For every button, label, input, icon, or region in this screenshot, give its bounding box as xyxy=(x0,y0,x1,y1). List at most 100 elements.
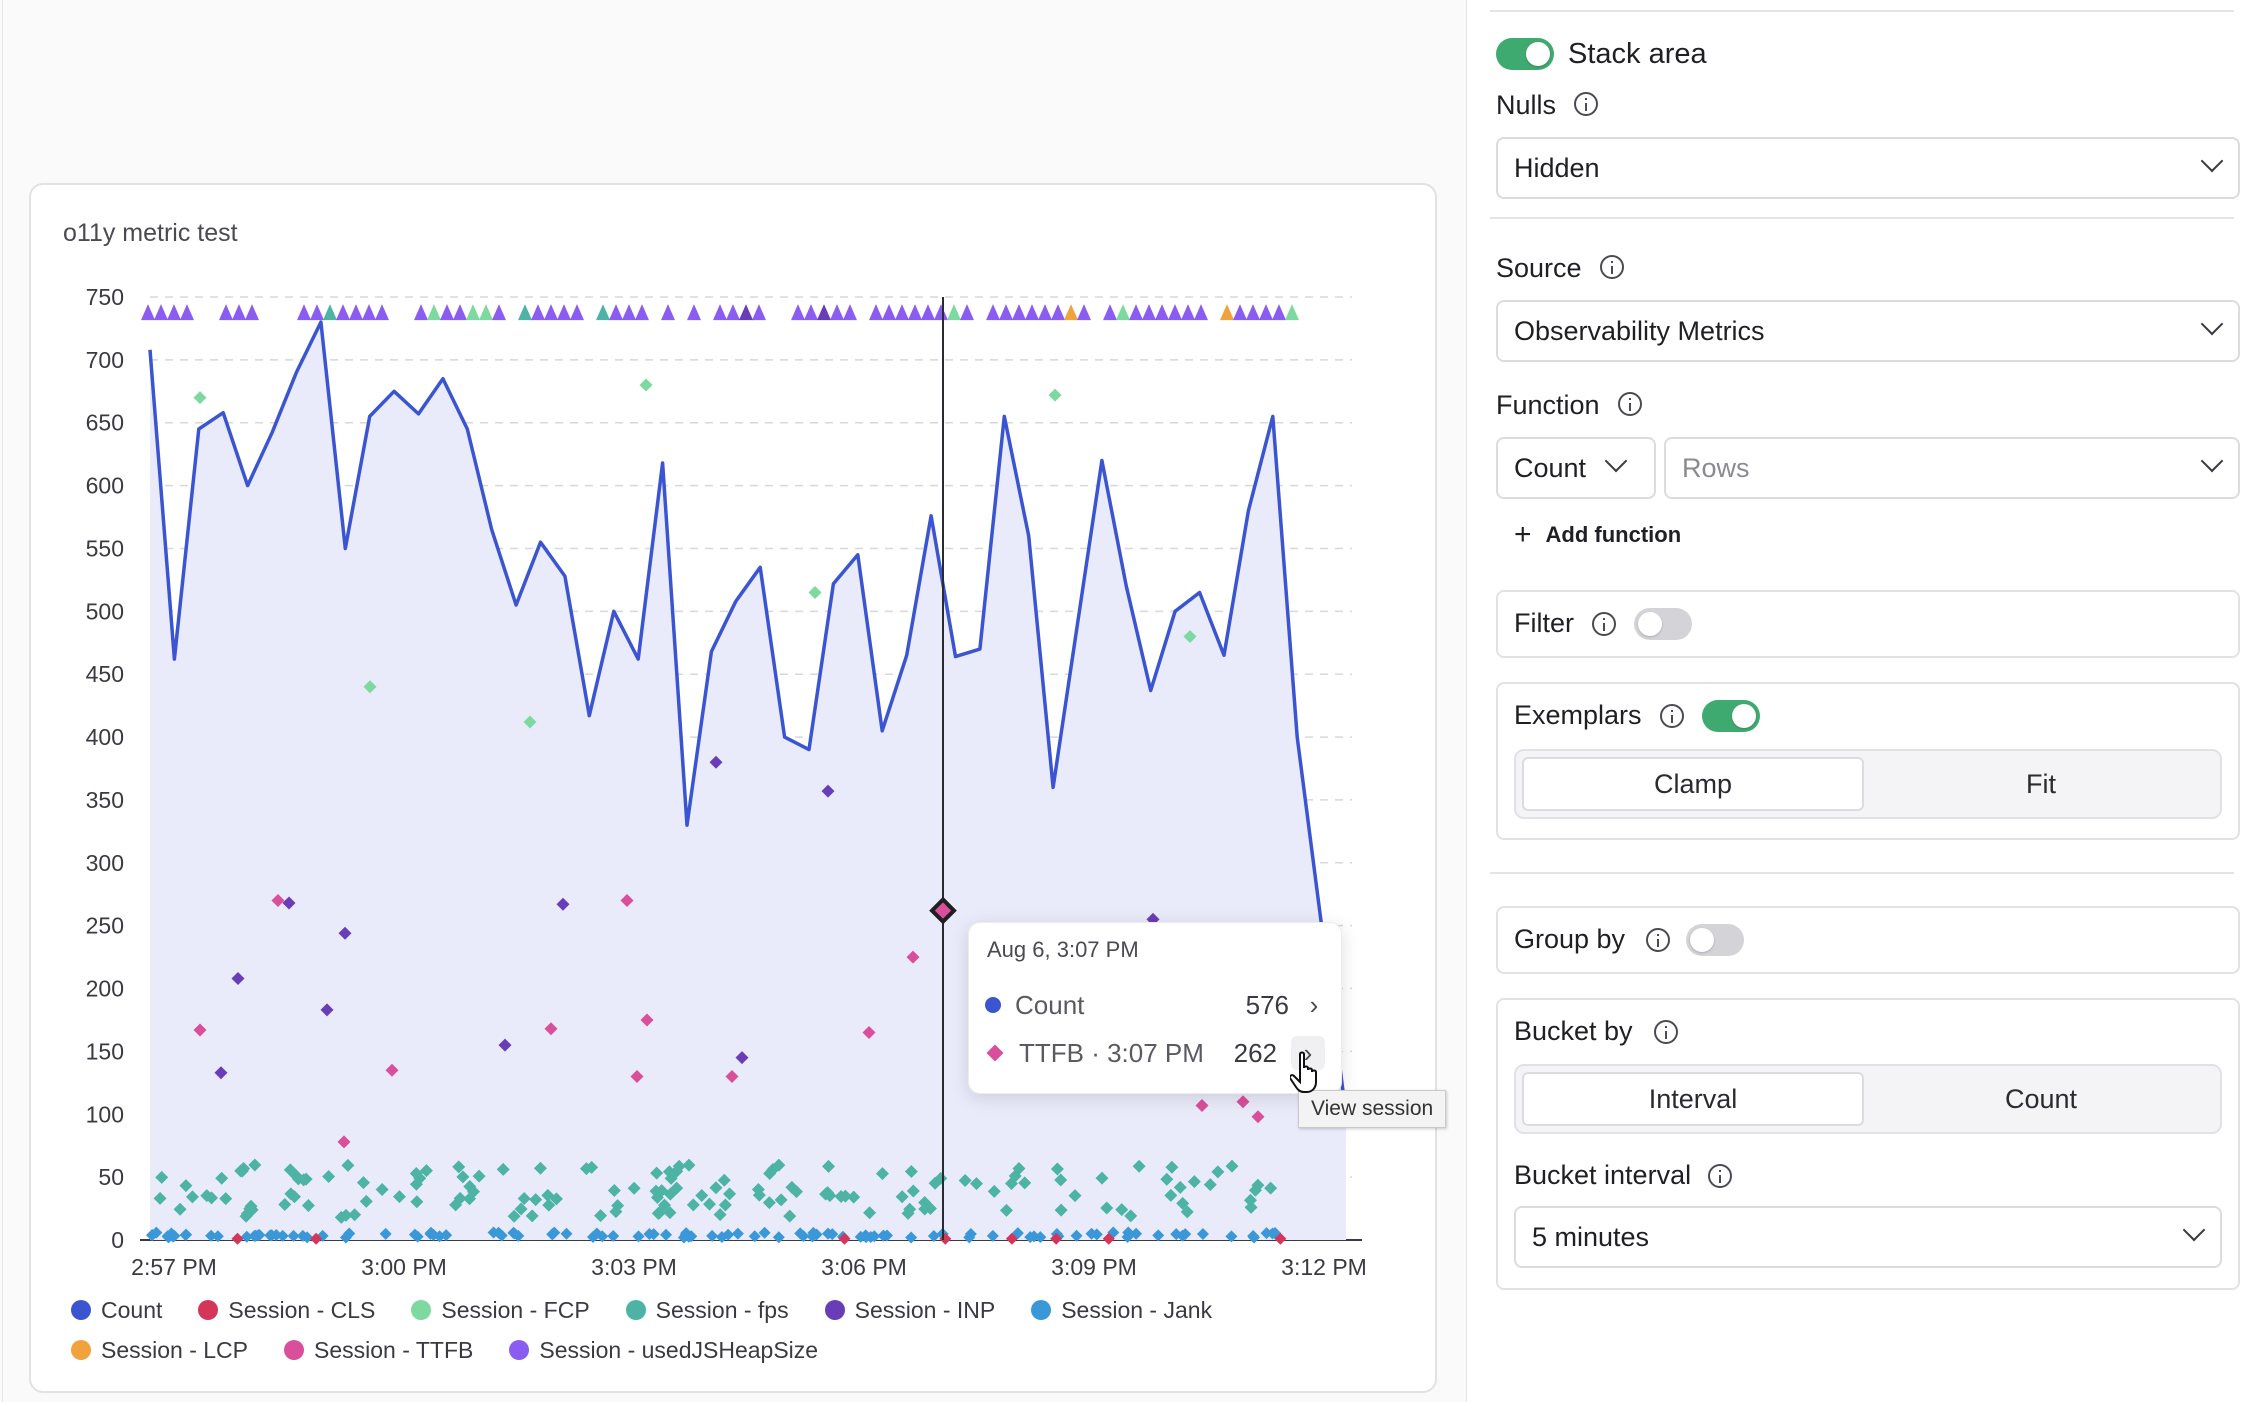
fps-exemplar xyxy=(348,1208,362,1222)
legend-dot-icon xyxy=(198,1300,219,1320)
view-session-tooltip: View session xyxy=(1298,1090,1447,1128)
view-session-button[interactable]: › xyxy=(1291,1036,1325,1070)
clamped-exemplar xyxy=(1194,304,1208,321)
stack-area-toggle[interactable] xyxy=(1496,38,1554,70)
info-icon[interactable] xyxy=(1618,392,1642,416)
clamped-exemplar xyxy=(375,304,389,321)
fps-exemplar xyxy=(356,1176,370,1190)
fcp-exemplar xyxy=(363,680,377,694)
fps-exemplar xyxy=(1012,1162,1026,1176)
jank-exemplar xyxy=(854,1230,867,1243)
jank-exemplar xyxy=(748,1230,761,1243)
fps-exemplar xyxy=(723,1187,737,1201)
legend-label: Session - fps xyxy=(655,1296,789,1323)
info-icon[interactable] xyxy=(1592,612,1616,636)
legend-dot-icon xyxy=(284,1340,305,1360)
legend-item[interactable]: Count xyxy=(71,1297,162,1324)
legend-item[interactable]: Session - usedJSHeapSize xyxy=(509,1337,818,1364)
legend-item[interactable]: Session - INP xyxy=(824,1297,995,1324)
fps-exemplar xyxy=(785,1180,799,1194)
inp-exemplar xyxy=(498,1038,512,1052)
jank-exemplar xyxy=(512,1229,525,1242)
divider xyxy=(1490,217,2234,219)
legend-item[interactable]: Session - LCP xyxy=(71,1337,248,1364)
fps-exemplar xyxy=(686,1198,700,1212)
info-icon[interactable] xyxy=(1654,1020,1678,1044)
tooltip-row-count[interactable]: Count 576 › xyxy=(985,985,1325,1025)
fps-exemplar xyxy=(153,1191,167,1205)
jank-exemplar xyxy=(1070,1229,1083,1242)
fps-exemplar xyxy=(1225,1159,1239,1173)
fit-option[interactable]: Fit xyxy=(2026,768,2056,799)
tooltip-row-ttfb[interactable]: TTFB · 3:07 PM 262 › xyxy=(985,1033,1325,1073)
legend-item[interactable]: Session - TTFB xyxy=(284,1337,473,1364)
info-icon[interactable] xyxy=(1708,1164,1732,1188)
clamped-exemplar xyxy=(908,304,922,321)
tooltip-time: Aug 6, 3:07 PM xyxy=(987,937,1139,962)
inp-exemplar xyxy=(231,971,245,985)
chevron-down-icon xyxy=(2200,149,2224,173)
function-select-value: Count xyxy=(1514,452,1587,483)
ttfb-exemplar xyxy=(640,1013,654,1027)
jank-exemplar xyxy=(253,1228,266,1241)
bucket-interval-select[interactable]: 5 minutes xyxy=(1514,1206,2222,1268)
y-tick-label: 100 xyxy=(86,1101,124,1127)
y-tick-label: 450 xyxy=(86,661,124,687)
clamped-exemplar xyxy=(1272,304,1286,321)
clamped-exemplar xyxy=(1220,304,1234,321)
chevron-right-icon[interactable]: › xyxy=(1309,989,1319,1020)
fps-exemplar xyxy=(1203,1178,1217,1192)
fps-exemplar xyxy=(301,1199,315,1213)
info-icon[interactable] xyxy=(1660,704,1684,728)
jank-exemplar xyxy=(880,1229,893,1242)
bucket-interval-value: 5 minutes xyxy=(1532,1221,1650,1252)
cls-exemplar xyxy=(1050,1232,1063,1245)
fps-exemplar xyxy=(155,1170,169,1184)
info-icon[interactable] xyxy=(1600,255,1624,279)
legend-label: Session - CLS xyxy=(228,1296,376,1323)
fps-exemplar xyxy=(410,1195,424,1209)
group-by-toggle[interactable] xyxy=(1686,924,1744,956)
legend-dot-icon xyxy=(1031,1300,1052,1320)
ttfb-exemplar xyxy=(544,1022,558,1036)
filter-toggle[interactable] xyxy=(1634,608,1692,640)
clamped-exemplar xyxy=(1142,304,1156,321)
legend-item[interactable]: Session - FCP xyxy=(411,1297,590,1324)
nulls-select[interactable]: Hidden xyxy=(1496,137,2240,199)
clamp-option[interactable]: Clamp xyxy=(1522,757,1864,811)
fps-exemplar xyxy=(409,1177,423,1191)
info-icon[interactable] xyxy=(1574,92,1598,116)
group-by-label: Group by xyxy=(1514,924,1626,954)
fps-exemplar xyxy=(663,1206,677,1220)
info-icon[interactable] xyxy=(1646,928,1670,952)
legend-item[interactable]: Session - Jank xyxy=(1031,1297,1212,1324)
source-select-value: Observability Metrics xyxy=(1514,315,1765,346)
function-field-select[interactable]: Rows xyxy=(1664,437,2240,499)
tooltip-row-value: 262 xyxy=(1233,1037,1277,1068)
fps-exemplar xyxy=(594,1209,608,1223)
stack-area-label: Stack area xyxy=(1568,38,1707,70)
clamped-exemplar xyxy=(960,304,974,321)
count-option[interactable]: Count xyxy=(2004,1083,2078,1114)
clamped-exemplar xyxy=(830,304,844,321)
chart-plot[interactable]: 7507006506005505004504003503002502001501… xyxy=(0,0,1466,1402)
add-function-button[interactable]: + Add function xyxy=(1514,520,1681,550)
exemplars-toggle[interactable] xyxy=(1702,700,1760,732)
jank-exemplar xyxy=(1170,1228,1183,1241)
source-select[interactable]: Observability Metrics xyxy=(1496,300,2240,362)
legend-item[interactable]: Session - CLS xyxy=(198,1297,375,1324)
legend-item[interactable]: Session - fps xyxy=(625,1296,789,1324)
clamped-exemplar xyxy=(180,304,194,321)
fps-exemplar xyxy=(1187,1175,1201,1189)
selected-exemplar xyxy=(929,896,957,925)
function-select[interactable]: Count xyxy=(1496,437,1656,499)
chevron-down-icon xyxy=(1604,449,1628,473)
jank-exemplar xyxy=(772,1231,785,1244)
interval-option[interactable]: Interval xyxy=(1522,1072,1864,1126)
jank-exemplar xyxy=(643,1227,656,1240)
clamped-exemplar xyxy=(1181,304,1195,321)
y-tick-label: 0 xyxy=(111,1227,124,1253)
filter-row xyxy=(1496,590,2240,658)
fps-exemplar xyxy=(751,1183,765,1197)
jank-exemplar xyxy=(607,1230,620,1243)
